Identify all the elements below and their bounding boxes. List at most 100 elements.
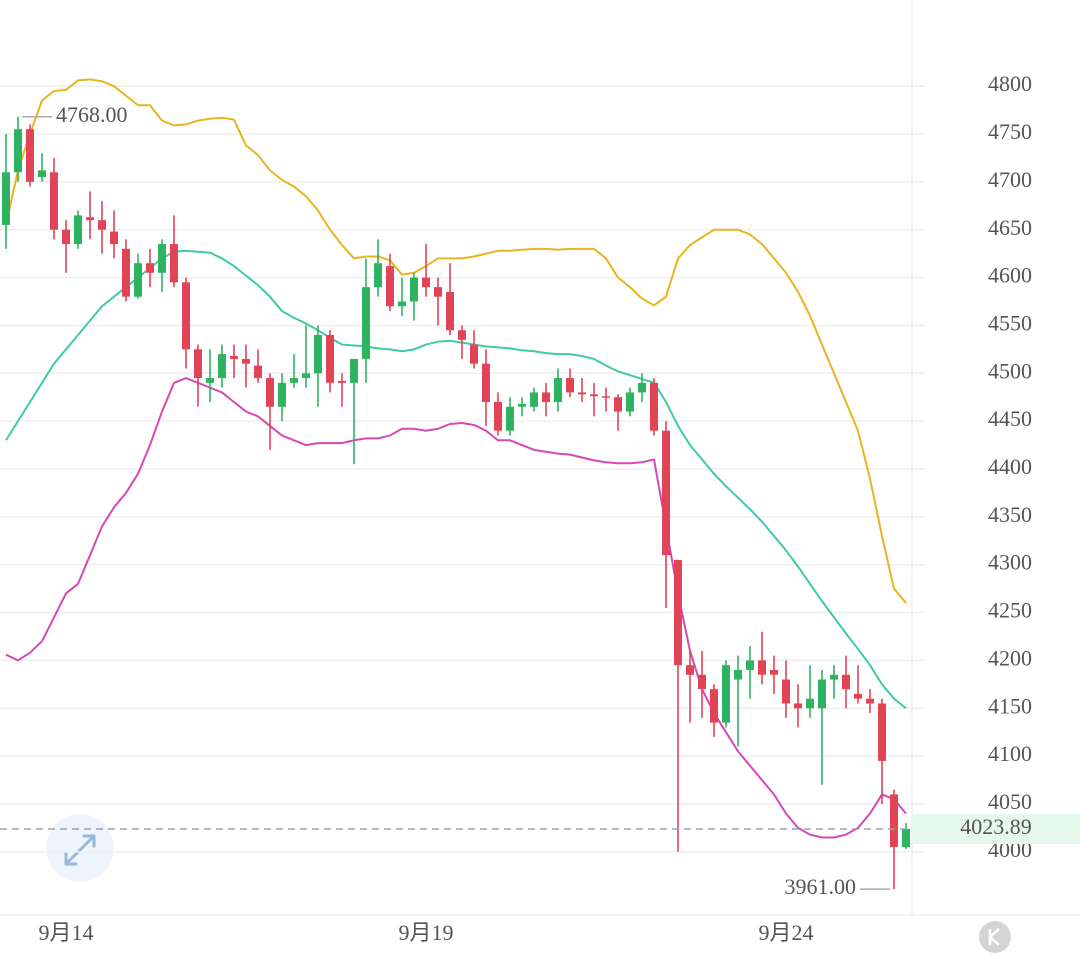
candle-body xyxy=(614,397,622,412)
candle-body xyxy=(566,378,574,393)
candle-body xyxy=(242,358,250,364)
candle-body xyxy=(710,689,718,723)
y-tick-label: 4650 xyxy=(988,215,1032,240)
candle-body xyxy=(542,392,550,402)
y-tick-label: 4200 xyxy=(988,645,1032,670)
candle-body xyxy=(134,263,142,297)
last-price-tag xyxy=(912,813,1080,844)
candle-body xyxy=(770,669,778,675)
annotation-label: 3961.00 xyxy=(785,874,857,899)
candle-body xyxy=(314,334,322,374)
y-tick-label: 4300 xyxy=(988,550,1032,575)
candle-body xyxy=(362,287,370,359)
candle-body xyxy=(830,674,838,680)
candle-body xyxy=(86,217,94,221)
candle-body xyxy=(746,660,754,670)
k-button[interactable] xyxy=(979,921,1011,953)
y-tick-label: 4050 xyxy=(988,789,1032,814)
candle-body xyxy=(110,231,118,245)
candle-body xyxy=(338,380,346,383)
expand-icon xyxy=(64,834,96,866)
x-tick-label: 9月14 xyxy=(38,920,93,945)
candle-body xyxy=(782,679,790,704)
candle-body xyxy=(62,229,70,245)
candle-body xyxy=(890,794,898,848)
y-tick-label: 4700 xyxy=(988,167,1032,192)
candle-body xyxy=(602,396,610,398)
candle-body xyxy=(350,358,358,383)
candle-body xyxy=(74,215,82,245)
y-tick-label: 4400 xyxy=(988,454,1032,479)
candle-body xyxy=(122,248,130,297)
x-tick-label: 9月19 xyxy=(398,920,453,945)
candle-body xyxy=(14,129,22,173)
annotation-label: 4768.00 xyxy=(56,102,128,127)
y-tick-label: 4450 xyxy=(988,406,1032,431)
candle-body xyxy=(506,406,514,431)
k-icon xyxy=(988,928,1000,946)
y-tick-label: 4750 xyxy=(988,119,1032,144)
candle-body xyxy=(266,378,274,407)
candle-body xyxy=(434,287,442,297)
candle-body xyxy=(158,244,166,273)
y-tick-label: 4150 xyxy=(988,693,1032,718)
candle-body xyxy=(806,698,814,709)
candle-body xyxy=(26,129,34,182)
candle-body xyxy=(518,403,526,407)
candle-body xyxy=(146,263,154,273)
candle-body xyxy=(278,382,286,407)
candle-body xyxy=(458,330,466,340)
band-line xyxy=(5,249,907,710)
y-tick-label: 4800 xyxy=(988,71,1032,96)
band-line xyxy=(5,78,907,604)
candle-body xyxy=(326,334,334,383)
candle-body xyxy=(290,378,298,383)
candle-body xyxy=(866,698,874,704)
candle-body xyxy=(2,172,10,225)
y-tick-label: 4600 xyxy=(988,263,1032,288)
candle-body xyxy=(98,220,106,230)
candle-body xyxy=(650,382,658,431)
candle-body xyxy=(410,277,418,302)
candle-body xyxy=(554,378,562,402)
candle-body xyxy=(254,365,262,379)
candle-body xyxy=(722,665,730,723)
candle-body xyxy=(386,266,394,307)
candle-body xyxy=(686,665,694,675)
candle-body xyxy=(206,378,214,383)
candle-body xyxy=(422,277,430,288)
y-tick-label: 4250 xyxy=(988,598,1032,623)
candle-body xyxy=(878,703,886,761)
candle-body xyxy=(398,301,406,307)
band-line xyxy=(5,376,907,839)
candle-body xyxy=(854,693,862,699)
candle-body xyxy=(194,349,202,379)
candle-body xyxy=(50,172,58,230)
candle-body xyxy=(626,392,634,412)
expand-button[interactable] xyxy=(46,814,114,882)
candle-body xyxy=(230,356,238,359)
candle-body xyxy=(590,394,598,397)
x-tick-label: 9月24 xyxy=(758,920,813,945)
candle-body xyxy=(578,392,586,395)
candle-body xyxy=(758,660,766,675)
candle-body xyxy=(302,373,310,379)
candle-body xyxy=(470,344,478,364)
candle-body xyxy=(662,430,670,556)
candle-body xyxy=(794,703,802,709)
candle-body xyxy=(674,559,682,666)
candle-body xyxy=(698,674,706,690)
candle-body xyxy=(530,392,538,407)
candle-body xyxy=(182,282,190,350)
candle-body xyxy=(446,291,454,331)
candle-body xyxy=(218,354,226,379)
candle-body xyxy=(170,244,178,283)
last-price-label: 4023.89 xyxy=(960,814,1032,839)
candle-body xyxy=(638,382,646,393)
y-tick-label: 4350 xyxy=(988,502,1032,527)
candle-body xyxy=(374,263,382,288)
y-tick-label: 4100 xyxy=(988,741,1032,766)
candle-body xyxy=(842,674,850,690)
candle-body xyxy=(38,170,46,178)
